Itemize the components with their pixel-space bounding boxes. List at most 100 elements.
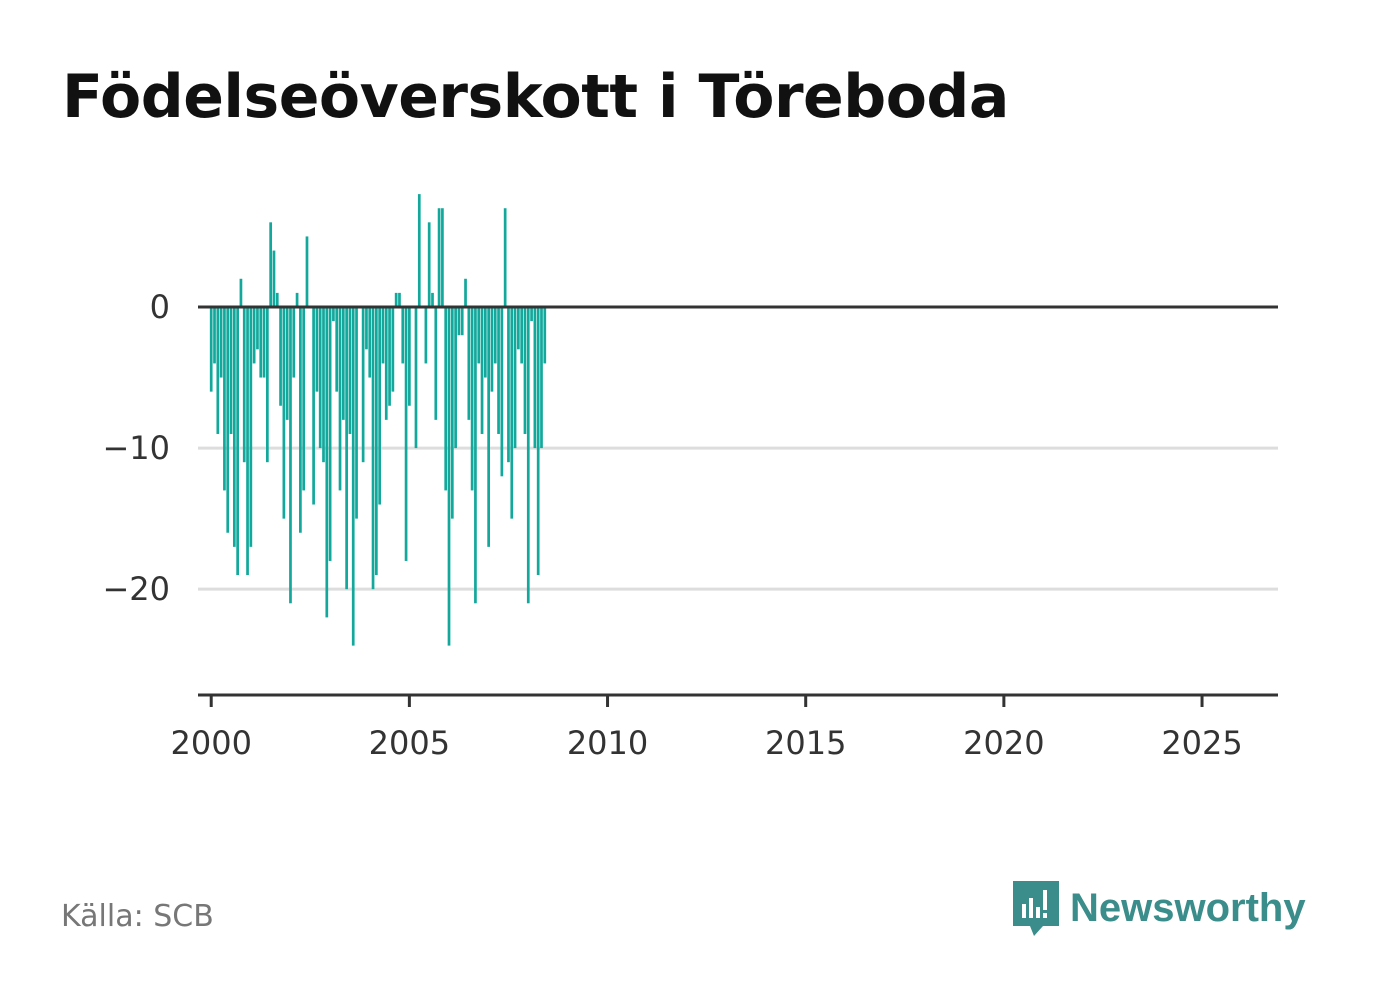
bar <box>477 306 481 364</box>
bar <box>285 306 289 420</box>
bar <box>431 292 434 307</box>
bar <box>437 208 441 307</box>
bar <box>355 306 358 519</box>
bar <box>289 306 292 604</box>
bar <box>374 306 378 576</box>
bar <box>302 306 306 491</box>
bar <box>384 306 388 420</box>
bar <box>427 222 431 307</box>
bar <box>335 306 339 392</box>
source-note: Källa: SCB <box>61 899 214 934</box>
bar <box>517 306 520 350</box>
y-tick-label: 0 <box>150 288 170 326</box>
brand-name: Newsworthy <box>1070 885 1306 930</box>
bar <box>487 306 490 547</box>
x-tick-label: 2025 <box>1161 724 1242 762</box>
bar <box>361 306 365 463</box>
bar <box>272 250 276 307</box>
bar <box>305 236 309 307</box>
bar <box>239 278 243 307</box>
bar <box>226 306 230 533</box>
bar <box>348 306 352 434</box>
bar <box>322 306 325 463</box>
bar <box>520 306 524 364</box>
bar <box>493 306 497 364</box>
gridlines <box>198 446 1278 591</box>
bar <box>497 306 500 434</box>
bar <box>213 306 216 364</box>
bar <box>447 306 451 646</box>
bar <box>391 306 395 392</box>
bar <box>414 306 418 449</box>
x-axis-ticks: 2000 2005 2010 2015 2020 2025 <box>170 695 1243 762</box>
y-tick-label: −10 <box>102 429 170 467</box>
bar <box>474 306 477 604</box>
bar <box>510 306 514 519</box>
bar <box>341 306 345 420</box>
bar <box>209 306 213 392</box>
bar <box>500 306 504 477</box>
x-tick-label: 2015 <box>765 724 846 762</box>
bar <box>417 194 421 307</box>
bar <box>533 306 537 449</box>
bar <box>259 306 263 378</box>
bar <box>444 306 448 491</box>
bar <box>292 306 296 378</box>
bar <box>526 306 530 604</box>
bar <box>236 306 239 576</box>
bar <box>536 306 540 576</box>
bar <box>242 306 246 463</box>
bar <box>507 306 510 463</box>
bar <box>312 306 315 505</box>
y-tick-label: −20 <box>102 570 170 608</box>
x-tick-label: 2010 <box>567 724 648 762</box>
bar <box>229 306 233 434</box>
x-tick-label: 2020 <box>963 724 1044 762</box>
bar <box>249 306 253 547</box>
bar <box>450 306 454 519</box>
bar <box>401 306 405 364</box>
bar <box>315 306 319 392</box>
bar <box>246 306 249 576</box>
bar <box>295 292 299 307</box>
bar <box>457 306 461 336</box>
bar <box>460 306 464 336</box>
bar <box>351 306 355 646</box>
bar <box>219 306 223 378</box>
bar <box>279 306 282 406</box>
bar <box>252 306 256 364</box>
bar <box>325 306 329 618</box>
bar <box>483 306 487 378</box>
bar <box>338 306 342 491</box>
bar <box>441 208 444 307</box>
x-tick-label: 2005 <box>369 724 450 762</box>
bar <box>223 306 226 491</box>
bar <box>470 306 474 491</box>
bar <box>365 306 368 350</box>
x-tick-label: 2000 <box>170 724 251 762</box>
bar <box>232 306 236 547</box>
bar <box>371 306 375 590</box>
bar <box>434 306 438 420</box>
bar <box>381 306 385 364</box>
bar <box>299 306 302 533</box>
bar <box>408 306 411 406</box>
bar <box>464 278 467 307</box>
bar <box>266 306 269 463</box>
bar <box>282 306 286 519</box>
bar <box>378 306 382 505</box>
bar <box>368 306 372 378</box>
bar-chart-speech-bubble-icon <box>1013 881 1059 936</box>
bar <box>388 306 391 406</box>
bar <box>404 306 408 561</box>
bar <box>394 292 398 307</box>
bar <box>328 306 332 561</box>
bar <box>398 292 401 307</box>
bar <box>345 306 348 590</box>
bar <box>269 222 273 307</box>
bar <box>530 306 533 322</box>
brand-logo: Newsworthy <box>1010 878 1306 938</box>
bar <box>275 292 279 307</box>
chart-title: Födelseöverskott i Töreboda <box>62 62 1009 132</box>
